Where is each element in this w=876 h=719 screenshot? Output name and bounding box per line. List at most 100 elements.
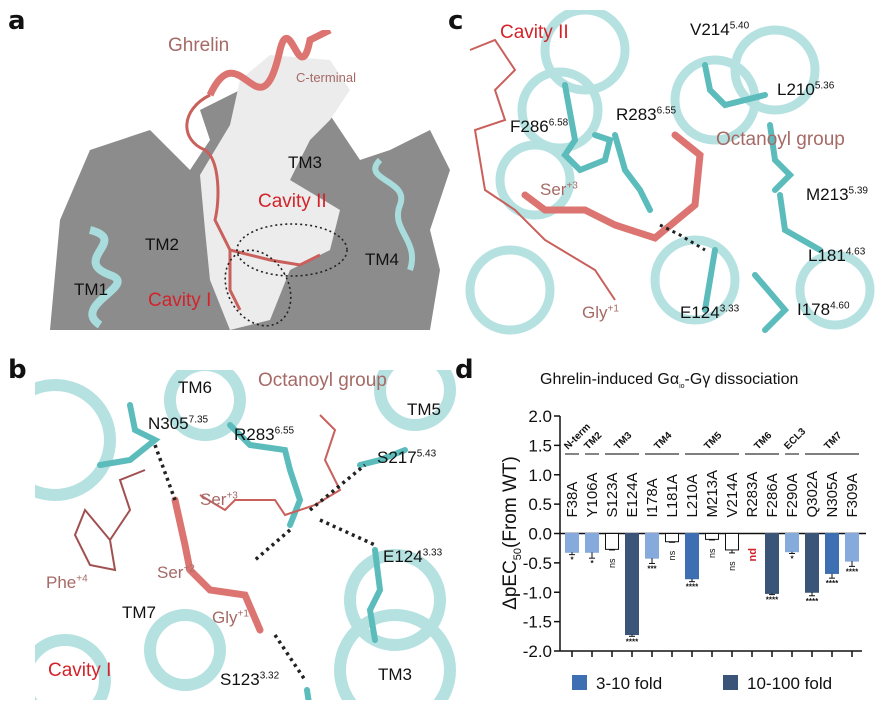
label-tm1: TM1: [74, 280, 108, 299]
bar-L210A: [685, 533, 699, 580]
label-n305: N3057.35: [148, 414, 209, 433]
label-cavity-i: Cavity I: [148, 290, 212, 311]
bar-I178A: [645, 533, 659, 559]
label-cavity-i: Cavity I: [48, 660, 112, 681]
bar-Y106A: [585, 533, 599, 553]
label-f286: F2866.58: [510, 117, 569, 136]
bar-S123A: [605, 533, 619, 550]
helix-ring: [144, 609, 226, 691]
helix-ring: [495, 140, 575, 220]
region-label: TM7: [822, 430, 844, 452]
panel-c-letter: c: [448, 6, 464, 36]
region-label: ECL3: [782, 426, 808, 452]
significance-label: ****: [686, 583, 699, 592]
y-tick-label: -0.5: [523, 554, 552, 573]
y-tick-label: -2.0: [523, 642, 552, 661]
panel-b-letter: b: [8, 355, 27, 385]
category-label: F286A: [764, 473, 781, 517]
category-label: Q302A: [804, 471, 821, 518]
label-i178: I1784.60: [797, 300, 850, 319]
n305-sidechain: [97, 402, 161, 468]
bar-F309A: [845, 533, 859, 562]
bar-V214A: [725, 533, 739, 551]
y-tick-label: -1.5: [523, 613, 552, 632]
category-label: L210A: [684, 474, 701, 517]
hbond-gly1-s123: [273, 634, 307, 681]
bar-Q302A: [805, 533, 819, 593]
bar-L181A: [665, 533, 679, 543]
not-determined-label: nd: [747, 548, 759, 561]
panel-a-structure-surface: [50, 30, 450, 330]
label-s217: S2175.43: [377, 448, 437, 467]
significance-label: ****: [806, 597, 819, 606]
significance-label: ****: [766, 596, 779, 605]
y-tick-label: -1.0: [523, 583, 552, 602]
category-label: M213A: [704, 470, 721, 518]
helix-ring: [374, 370, 456, 431]
legend-label: 10-100 fold: [747, 674, 832, 693]
y-tick-label: 0.0: [528, 525, 552, 544]
bar-F290A: [785, 533, 799, 553]
category-label: F309A: [844, 473, 861, 517]
octanoyl-chain: [199, 414, 342, 517]
y-tick-label: 0.5: [528, 495, 552, 514]
helix-ring: [650, 235, 740, 325]
cavity1-ellipse: [224, 249, 292, 327]
region-label: TM4: [652, 430, 674, 452]
legend-label: 3-10 fold: [596, 674, 662, 693]
bar-F38A: [565, 533, 579, 553]
label-gly1: Gly+1: [212, 608, 249, 627]
legend-swatch: [723, 675, 738, 690]
bar-F286A: [765, 533, 779, 594]
y-tick-label: 2.0: [528, 407, 552, 426]
r283-sidechain: [612, 132, 653, 213]
category-label: V214A: [724, 472, 741, 517]
helix-ring: [164, 370, 246, 441]
s217-sidechain: [357, 447, 408, 468]
helix-ring: [517, 67, 603, 153]
label-ser3: Ser+3: [540, 180, 578, 199]
label-octanoyl-group: Octanoyl group: [258, 370, 387, 391]
label-s123: S1233.32: [220, 670, 280, 689]
phe4-ring: [73, 469, 146, 572]
significance-label: ****: [826, 579, 839, 588]
bar-N305A: [825, 533, 839, 574]
ghrelin-chain: [185, 93, 321, 267]
region-label: TM3: [612, 430, 634, 452]
label-tm5: TM5: [407, 400, 441, 419]
significance-label: *: [790, 554, 794, 563]
hbond-r283-s217: [308, 463, 367, 512]
label-ser2: Ser+2: [157, 563, 195, 582]
y-tick-label: 1.0: [528, 466, 552, 485]
tm1-helix: [88, 226, 122, 329]
panel-c-structure: [465, 10, 875, 335]
helix-ring: [795, 250, 875, 330]
label-l181: L1814.63: [808, 246, 866, 265]
r283-sidechain: [227, 422, 304, 528]
label-ghrelin: Ghrelin: [168, 35, 230, 56]
significance-label: ****: [846, 567, 859, 576]
helix-ring: [465, 245, 555, 335]
label-tm4: TM4: [365, 250, 399, 269]
bar-chart: 2.0 1.5 1.0 0.5 0.0 -0.5 -1.0 -1.5 -2.0 F38A * Y106…: [523, 407, 866, 693]
label-tm3: TM3: [288, 153, 322, 172]
label-v214: V2145.40: [690, 20, 750, 39]
category-label: Y106A: [584, 472, 601, 517]
label-tm2: TM2: [145, 235, 179, 254]
significance-label: ns: [607, 558, 617, 568]
category-label: I178A: [644, 478, 661, 517]
label-octanoyl-group: Octanoyl group: [716, 129, 845, 150]
label-tm6: TM6: [178, 378, 212, 397]
ligand-backbone: [171, 496, 264, 634]
e124-sidechain: [702, 247, 718, 313]
y-tick-label: 1.5: [528, 436, 552, 455]
e124-sidechain: [366, 547, 384, 643]
significance-label: ns: [707, 548, 717, 558]
category-label: R283A: [744, 472, 761, 518]
label-ser3: Ser+3: [200, 490, 238, 509]
label-tm7: TM7: [122, 603, 156, 622]
ghrelin-helix: [206, 30, 332, 97]
significance-label: ns: [727, 561, 737, 571]
category-label: L181A: [664, 474, 681, 517]
category-label: E124A: [624, 472, 641, 517]
